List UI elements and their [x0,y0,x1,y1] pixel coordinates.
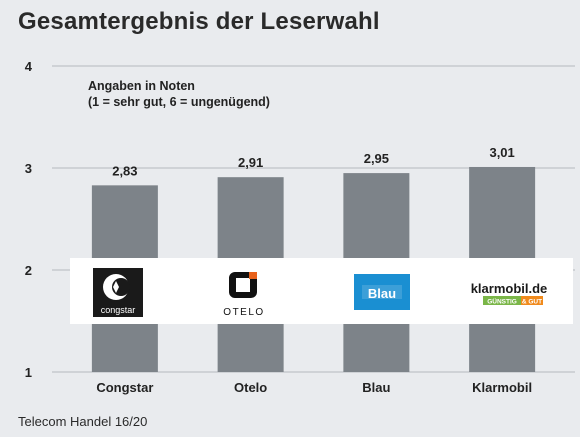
value-label: 2,91 [238,155,263,170]
blau-logo-text: Blau [368,286,396,301]
category-label: Congstar [96,380,153,395]
note-line-2: (1 = sehr gut, 6 = ungenügend) [88,95,270,109]
category-label: Klarmobil [472,380,532,395]
congstar-logo-text: congstar [101,305,136,315]
category-label: Otelo [234,380,267,395]
logo-band [70,258,573,324]
value-label: 3,01 [489,145,514,160]
otelo-logo-text: OTELO [223,307,264,318]
note-line-1: Angaben in Noten [88,79,195,93]
y-tick-label: 3 [25,161,32,176]
y-tick-label: 4 [25,59,33,74]
y-tick-label: 2 [25,263,32,278]
klarmobil-logo: klarmobil.de GÜNSTIG & GUT [471,281,548,306]
category-label: Blau [362,380,390,395]
source-label: Telecom Handel 16/20 [18,414,148,429]
chart-note: Angaben in Noten (1 = sehr gut, 6 = unge… [88,78,270,110]
chart-title: Gesamtergebnis der Leserwahl [18,8,380,35]
klarmobil-badge-left: GÜNSTIG [487,297,517,306]
y-tick-label: 1 [25,365,32,380]
klarmobil-logo-text: klarmobil.de [471,281,548,296]
klarmobil-badge-right: & GUT [522,299,542,306]
value-label: 2,83 [112,163,137,178]
congstar-logo: congstar [93,268,143,317]
value-label: 2,95 [364,151,389,166]
otelo-logo: OTELO [223,272,264,318]
value-labels: 2,83 2,91 2,95 3,01 [112,145,515,178]
blau-logo: Blau [354,274,410,310]
category-labels: Congstar Otelo Blau Klarmobil [96,380,532,395]
y-axis-tick-labels: 1 2 3 4 [25,59,33,380]
